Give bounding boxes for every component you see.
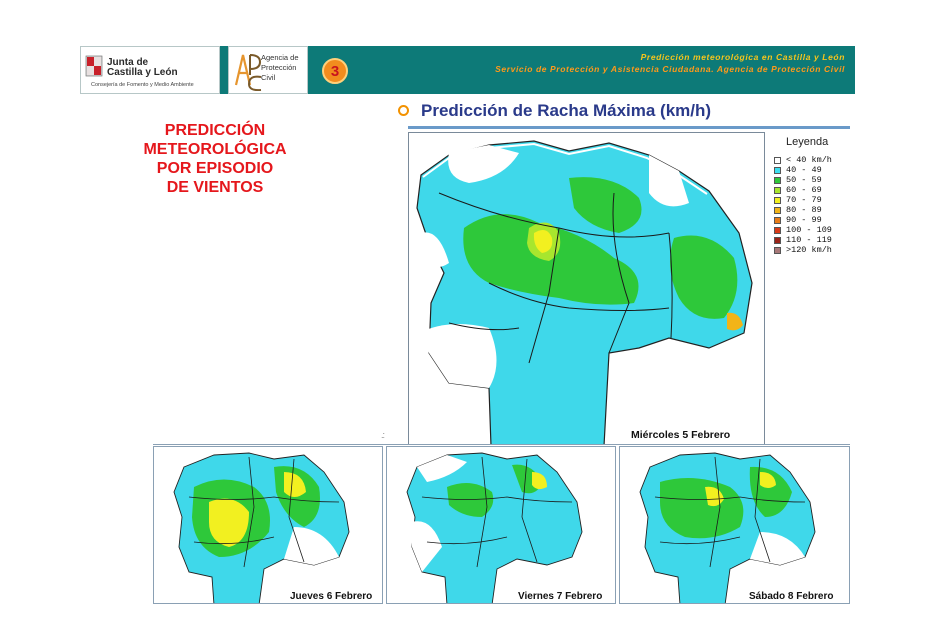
legend-swatch <box>774 177 781 184</box>
wind-zone-50-59 <box>569 177 642 233</box>
junta-name-line1: Junta de <box>107 57 149 68</box>
legend-item: 100 - 109 <box>772 225 850 236</box>
panel-divider <box>153 444 850 445</box>
junta-logo: Junta de Castilla y León Consejería de F… <box>80 46 220 94</box>
resize-grip-icon: .: <box>381 430 385 440</box>
header-title: Predicción meteorológica en Castilla y L… <box>640 52 845 62</box>
legend-swatch <box>774 157 781 164</box>
header-subtitle: Servicio de Protección y Asistencia Ciud… <box>495 64 845 74</box>
wind-zone-60-69 <box>532 472 547 490</box>
wind-zone-under-40 <box>412 521 442 572</box>
legend-swatch <box>774 227 781 234</box>
friday-map-panel: Viernes 7 Febrero <box>386 446 616 604</box>
junta-name-line2: Castilla y León <box>107 67 178 78</box>
wind-zone-under-40 <box>419 324 497 388</box>
wind-gust-map-saturday <box>639 452 816 603</box>
section-bullet-icon <box>398 105 409 116</box>
legend-label: 40 - 49 <box>786 165 822 175</box>
crest-icon <box>85 55 103 77</box>
legend-item: 90 - 99 <box>772 215 850 226</box>
wind-zone-70-79 <box>760 472 776 488</box>
wind-zone-70-79 <box>727 312 743 331</box>
wind-zone-70-79 <box>284 472 306 497</box>
legend-swatch <box>774 197 781 204</box>
wind-gust-map-thursday <box>173 452 350 603</box>
legend-item: 50 - 59 <box>772 175 850 186</box>
junta-department: Consejería de Fomento y Medio Ambiente <box>91 82 194 88</box>
legend-item: 110 - 119 <box>772 235 850 246</box>
apc-letters-icon <box>234 54 262 91</box>
legend-swatch <box>774 237 781 244</box>
legend-label: 60 - 69 <box>786 185 822 195</box>
apc-line3: Civil <box>261 73 276 82</box>
wind-zone-70-79 <box>209 498 249 547</box>
saturday-map-panel: Sábado 8 Febrero <box>619 446 850 604</box>
wind-gust-map-main <box>416 140 753 444</box>
legend-label: 100 - 109 <box>786 225 832 235</box>
slide-title-line: PREDICCIÓN <box>164 122 266 139</box>
legend-item: 70 - 79 <box>772 195 850 206</box>
province-boundaries <box>421 456 573 568</box>
province-boundaries <box>188 456 340 568</box>
wind-zone-50-59 <box>670 235 738 319</box>
white-regional-outline <box>422 142 708 195</box>
saturday-panel-date: Sábado 8 Febrero <box>749 591 834 602</box>
legend-swatch <box>774 247 781 254</box>
legend-item: 40 - 49 <box>772 165 850 176</box>
legend: Leyenda < 40 km/h 40 - 49 50 - 59 60 - 6… <box>772 136 850 266</box>
thursday-map-panel: Jueves 6 Febrero <box>153 446 383 604</box>
main-panel-date: Miércoles 5 Febrero <box>631 429 731 441</box>
slide-title-line: METEOROLÓGICA <box>143 141 287 158</box>
wind-zone-under-40 <box>750 532 805 565</box>
legend-label: 80 - 89 <box>786 205 822 215</box>
wind-zone-50-59 <box>447 483 494 517</box>
wind-zone-under-40 <box>649 155 689 207</box>
slide-title-line: POR EPISODIO <box>156 160 274 177</box>
wind-zone-50-59 <box>660 478 744 539</box>
apc-line2: Protección <box>261 63 297 72</box>
apc-line1: Agencia de <box>261 53 299 62</box>
slide-title: PREDICCIÓN METEOROLÓGICA POR EPISODIO DE… <box>110 121 320 197</box>
legend-label: 110 - 119 <box>786 235 832 245</box>
legend-swatch <box>774 187 781 194</box>
province-boundaries <box>438 192 673 364</box>
page-number-badge: 3 <box>322 58 348 84</box>
province-boundaries <box>654 456 806 568</box>
legend-label: < 40 km/h <box>786 155 832 165</box>
slide-title-line: DE VIENTOS <box>166 179 264 196</box>
wind-zone-under-40 <box>284 527 339 565</box>
legend-item: 60 - 69 <box>772 185 850 196</box>
friday-panel-date: Viernes 7 Febrero <box>518 591 603 602</box>
legend-item: 80 - 89 <box>772 205 850 216</box>
wind-gust-map-friday <box>406 452 583 603</box>
legend-title: Leyenda <box>786 136 829 148</box>
apc-logo: Agencia de Protección Civil <box>228 46 308 94</box>
legend-item: < 40 km/h <box>772 155 850 166</box>
legend-label: 90 - 99 <box>786 215 822 225</box>
section-rule <box>408 126 850 129</box>
legend-label: >120 km/h <box>786 245 832 255</box>
section-title: Predicción de Racha Máxima (km/h) <box>421 101 712 120</box>
wind-zone-under-40 <box>417 455 467 482</box>
legend-swatch <box>774 217 781 224</box>
wind-zone-under-40 <box>421 232 449 267</box>
wind-zone-70-79 <box>533 229 553 253</box>
legend-label: 70 - 79 <box>786 195 822 205</box>
main-map-panel: Miércoles 5 Febrero <box>408 132 765 445</box>
legend-label: 50 - 59 <box>786 175 822 185</box>
legend-swatch <box>774 167 781 174</box>
legend-item: >120 km/h <box>772 245 850 256</box>
legend-swatch <box>774 207 781 214</box>
thursday-panel-date: Jueves 6 Febrero <box>290 591 373 602</box>
